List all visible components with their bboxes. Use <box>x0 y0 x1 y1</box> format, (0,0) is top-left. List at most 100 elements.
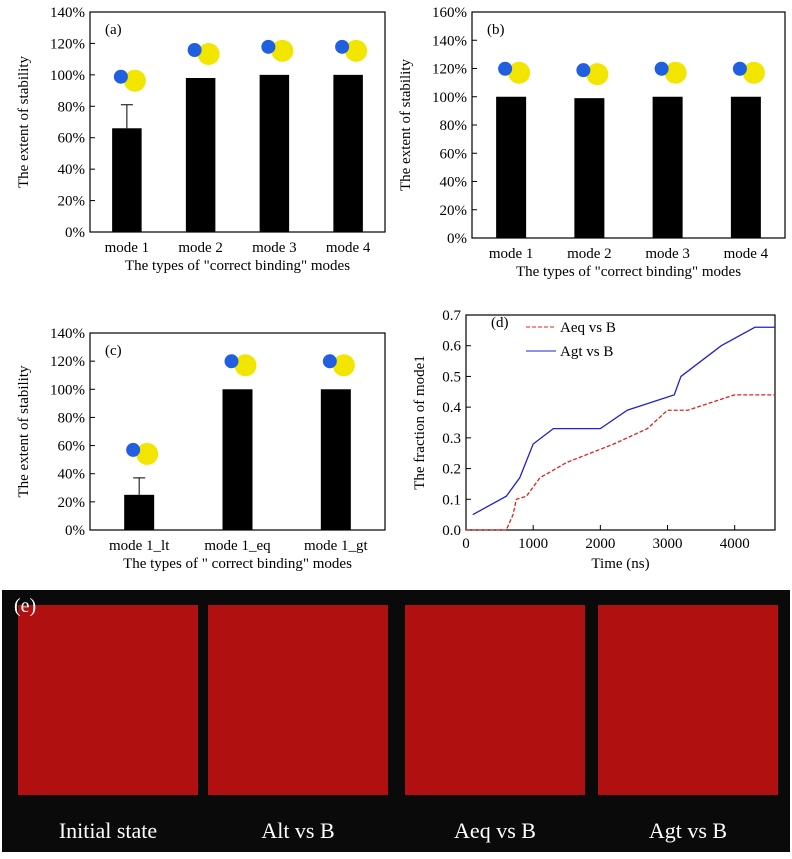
x-tick-label: mode 1_eq <box>204 538 271 554</box>
bar <box>185 78 216 232</box>
bar <box>574 98 605 238</box>
icon-part <box>322 354 337 369</box>
x-tick-label: mode 2 <box>178 240 223 256</box>
simulation-images <box>18 605 778 795</box>
x-tick-label: mode 1 <box>105 240 150 256</box>
y-tick-label: 120% <box>432 62 467 78</box>
x-axis-label: The types of "correct binding" modes <box>516 264 741 280</box>
x-tick-label: 3000 <box>653 536 683 552</box>
image <box>598 605 778 795</box>
legend-label: Aeq vs B <box>560 320 616 336</box>
y-tick-label: 120% <box>50 354 85 370</box>
image-caption: Aeq vs B <box>454 818 536 843</box>
panel-label: (c) <box>105 343 122 359</box>
image <box>208 605 388 795</box>
icon-part <box>498 61 513 76</box>
icon-part <box>126 442 141 457</box>
icon-part <box>332 354 355 377</box>
image <box>18 605 198 795</box>
y-tick-label: 0.2 <box>442 462 461 478</box>
image-caption: Agt vs B <box>649 818 727 843</box>
icon-part <box>508 61 531 84</box>
y-tick-label: 0.4 <box>442 400 461 416</box>
bar <box>259 74 290 232</box>
y-tick-label: 0.5 <box>442 369 461 385</box>
y-tick-label: 140% <box>432 33 467 49</box>
y-tick-label: 20% <box>58 495 86 511</box>
y-tick-label: 100% <box>50 382 85 398</box>
bar <box>112 128 142 232</box>
x-axis-label: Time (ns) <box>591 556 649 572</box>
line-series <box>466 394 775 531</box>
y-tick-label: 160% <box>432 5 467 21</box>
bar <box>730 96 761 238</box>
y-axis-label: The extent of stability <box>16 55 32 188</box>
x-tick-label: mode 3 <box>252 240 297 256</box>
icon-part <box>136 442 159 465</box>
image-caption: Alt vs B <box>261 818 334 843</box>
icon-part <box>234 354 257 377</box>
y-tick-label: 20% <box>58 194 86 210</box>
icon-part <box>335 39 350 54</box>
icon-part <box>345 39 368 62</box>
icon-part <box>187 43 202 57</box>
bar <box>222 389 253 530</box>
y-tick-label: 80% <box>58 99 86 115</box>
x-tick-label: mode 3 <box>645 246 690 262</box>
error-bar <box>120 104 133 129</box>
y-tick-label: 60% <box>58 131 86 147</box>
x-axis-label: The types of " correct binding" modes <box>123 556 352 572</box>
x-tick-label: 4000 <box>720 536 750 552</box>
x-tick-label: mode 1_gt <box>304 538 369 554</box>
icon-part <box>586 63 609 86</box>
y-tick-label: 40% <box>58 467 86 483</box>
y-tick-label: 80% <box>58 410 86 426</box>
y-tick-label: 40% <box>440 175 468 191</box>
image-caption: Initial state <box>59 818 157 843</box>
bar <box>333 74 363 232</box>
image <box>405 605 585 795</box>
icon-part <box>113 69 128 84</box>
panel-label: (d) <box>491 315 509 331</box>
icon-part <box>123 69 146 92</box>
y-tick-label: 20% <box>440 203 468 219</box>
panel-label: (a) <box>105 22 122 38</box>
bar <box>496 96 527 238</box>
y-tick-label: 120% <box>50 36 85 52</box>
x-tick-label: mode 2 <box>567 246 612 262</box>
y-tick-label: 0.3 <box>442 431 461 447</box>
bar <box>124 494 155 530</box>
icon-part <box>576 63 591 78</box>
y-axis-label: The extent of stability <box>398 58 414 191</box>
bar <box>320 389 351 530</box>
icon-part <box>224 354 239 369</box>
y-tick-label: 60% <box>58 439 86 455</box>
icon-part <box>261 39 276 54</box>
icon-part <box>742 61 765 84</box>
y-tick-label: 0% <box>447 231 467 247</box>
y-tick-label: 80% <box>440 118 468 134</box>
plot-frame <box>465 314 776 531</box>
y-tick-label: 140% <box>50 326 85 342</box>
y-tick-label: 0.1 <box>442 492 461 508</box>
y-tick-label: 0% <box>65 225 85 241</box>
y-tick-label: 0.6 <box>442 339 461 355</box>
panel-label: (b) <box>487 22 505 38</box>
y-axis-label: The extent of stability <box>16 365 32 498</box>
icon-part <box>654 61 669 76</box>
y-tick-label: 0.0 <box>442 523 461 539</box>
panel-label: (e) <box>14 595 36 617</box>
x-axis-label: The types of "correct binding" modes <box>125 258 350 274</box>
bar <box>652 96 683 238</box>
y-tick-label: 100% <box>432 90 467 106</box>
x-tick-label: 0 <box>462 536 470 552</box>
y-tick-label: 0.7 <box>442 308 461 324</box>
x-tick-label: mode 1 <box>489 246 534 262</box>
x-tick-label: mode 1_lt <box>109 538 170 554</box>
icon-part <box>197 43 220 65</box>
error-bar <box>133 477 146 495</box>
y-tick-label: 0% <box>65 523 85 539</box>
legend-label: Agt vs B <box>560 344 613 360</box>
line-series <box>472 326 775 516</box>
